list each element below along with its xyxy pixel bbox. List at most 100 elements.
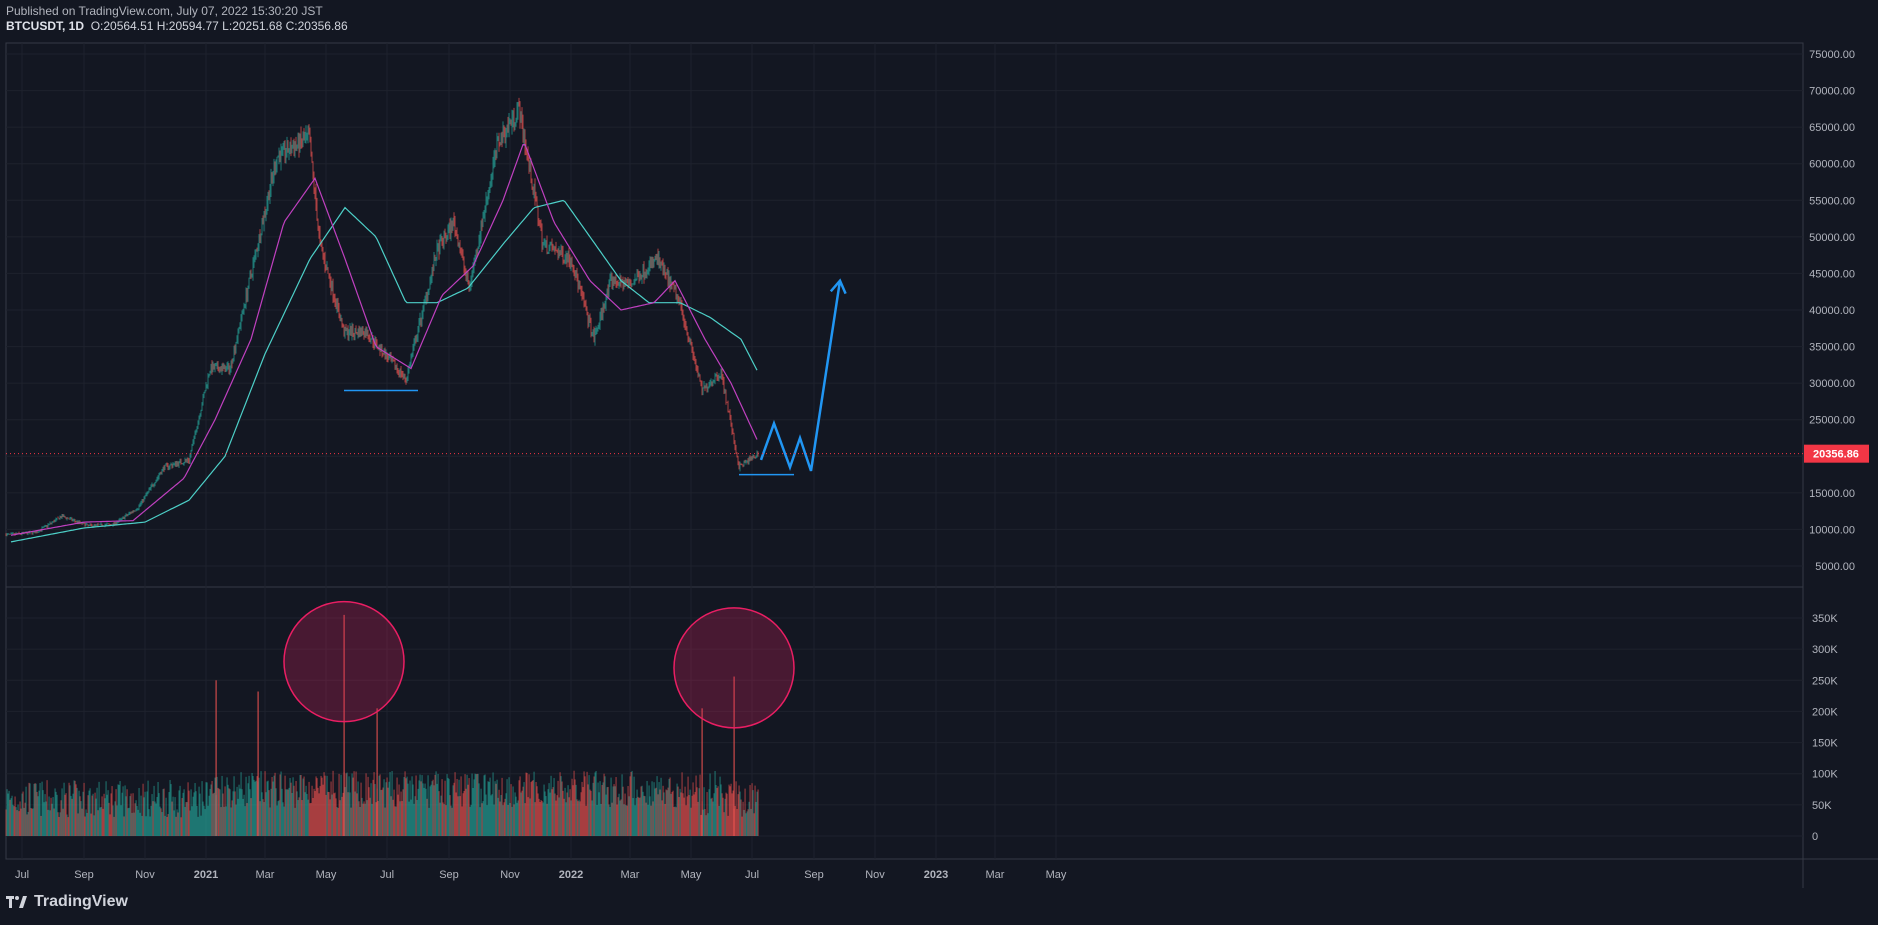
volume-bar	[412, 784, 414, 836]
volume-bar	[335, 798, 337, 836]
volume-bar	[194, 783, 196, 836]
volume-bar	[681, 772, 683, 836]
volume-bar	[43, 802, 45, 836]
volume-bar	[580, 792, 582, 836]
volume-bar	[516, 802, 518, 836]
volume-spike-bar	[701, 708, 703, 836]
volume-bar	[544, 791, 546, 836]
volume-bar	[443, 804, 445, 836]
volume-bar	[743, 809, 745, 836]
volume-bar	[420, 781, 422, 836]
last-price-badge	[1804, 444, 1869, 463]
volume-bar	[523, 782, 525, 836]
volume-bar	[327, 791, 329, 836]
volume-bar	[233, 776, 235, 836]
volume-bar	[554, 793, 556, 836]
price-tick-label: 60000.00	[1809, 159, 1855, 171]
volume-bar	[101, 796, 103, 836]
volume-bar	[151, 794, 153, 836]
volume-bar	[329, 799, 331, 836]
volume-bar	[679, 788, 681, 836]
volume-bar	[551, 789, 553, 836]
volume-bar	[579, 801, 581, 836]
volume-bar	[605, 794, 607, 836]
volume-bar	[727, 815, 729, 836]
volume-bar	[560, 776, 562, 836]
volume-bar	[720, 784, 722, 836]
volume-bar	[557, 780, 559, 836]
volume-bar	[296, 791, 298, 836]
price-pane[interactable]	[5, 42, 1804, 588]
price-tick-label: 35000.00	[1809, 342, 1855, 354]
volume-bar	[185, 802, 187, 836]
volume-bar	[126, 789, 128, 836]
volume-bar	[261, 792, 263, 836]
tradingview-brand[interactable]: TradingView	[34, 893, 128, 910]
volume-bar	[590, 790, 592, 836]
volume-bar	[66, 814, 68, 836]
volume-bar	[607, 786, 609, 836]
volume-bar	[728, 784, 730, 836]
volume-bar	[310, 802, 312, 836]
volume-bar	[352, 777, 354, 836]
volume-pane[interactable]	[5, 586, 1804, 860]
symbol-label[interactable]: BTCUSDT, 1D	[6, 19, 85, 33]
volume-bar	[555, 800, 557, 836]
volume-bar	[245, 776, 247, 836]
volume-bar	[397, 794, 399, 836]
volume-bar	[698, 788, 700, 836]
volume-bar	[438, 791, 440, 836]
volume-bar	[585, 805, 587, 836]
volume-bar	[305, 785, 307, 836]
volume-bar	[209, 788, 211, 836]
volume-bar	[405, 778, 407, 836]
volume-bar	[149, 816, 151, 836]
drawings[interactable]	[283, 278, 847, 729]
volume-bar	[479, 807, 481, 836]
volume-bar	[665, 789, 667, 836]
volume-bar	[37, 796, 39, 836]
volume-bar	[506, 779, 508, 836]
time-tick-label: Nov	[500, 869, 520, 881]
volume-bar	[364, 803, 366, 836]
volume-bar	[218, 788, 220, 836]
volume-bar	[304, 792, 306, 836]
volume-bar	[27, 811, 29, 836]
volume-bar	[133, 812, 135, 836]
volume-bar	[81, 808, 83, 836]
volume-bar	[696, 787, 698, 836]
volume-bar	[212, 793, 214, 836]
volume-bar	[512, 786, 514, 836]
volume-bar	[399, 801, 401, 836]
volume-bar	[707, 813, 709, 836]
volume-bar	[338, 773, 340, 836]
volume-bar	[495, 783, 497, 836]
volume-bar	[493, 804, 495, 836]
volume-bar	[530, 782, 532, 836]
volume-bar	[623, 804, 625, 836]
volume-bar	[92, 793, 94, 836]
volume-bar	[398, 784, 400, 836]
volume-bar	[427, 775, 429, 836]
volume-bar	[658, 782, 660, 836]
volume-bar	[645, 802, 647, 836]
volume-bar	[582, 787, 584, 836]
volume-bar	[385, 782, 387, 836]
price-tick-label: 10000.00	[1809, 524, 1855, 536]
volume-bar	[481, 803, 483, 836]
volume-bar	[653, 782, 655, 836]
volume-bar	[267, 780, 269, 836]
volume-bar	[667, 787, 669, 836]
volume-bar	[402, 789, 404, 836]
volume-bar	[175, 816, 177, 836]
time-tick-label: May	[1046, 869, 1067, 881]
volume-highlight-circle	[673, 607, 795, 729]
volume-bar	[494, 781, 496, 836]
volume-bar	[158, 793, 160, 836]
volume-bar	[83, 782, 85, 836]
volume-bar	[188, 790, 190, 836]
volume-bar	[713, 793, 715, 836]
volume-bar	[318, 793, 320, 836]
volume-bar	[489, 777, 491, 836]
